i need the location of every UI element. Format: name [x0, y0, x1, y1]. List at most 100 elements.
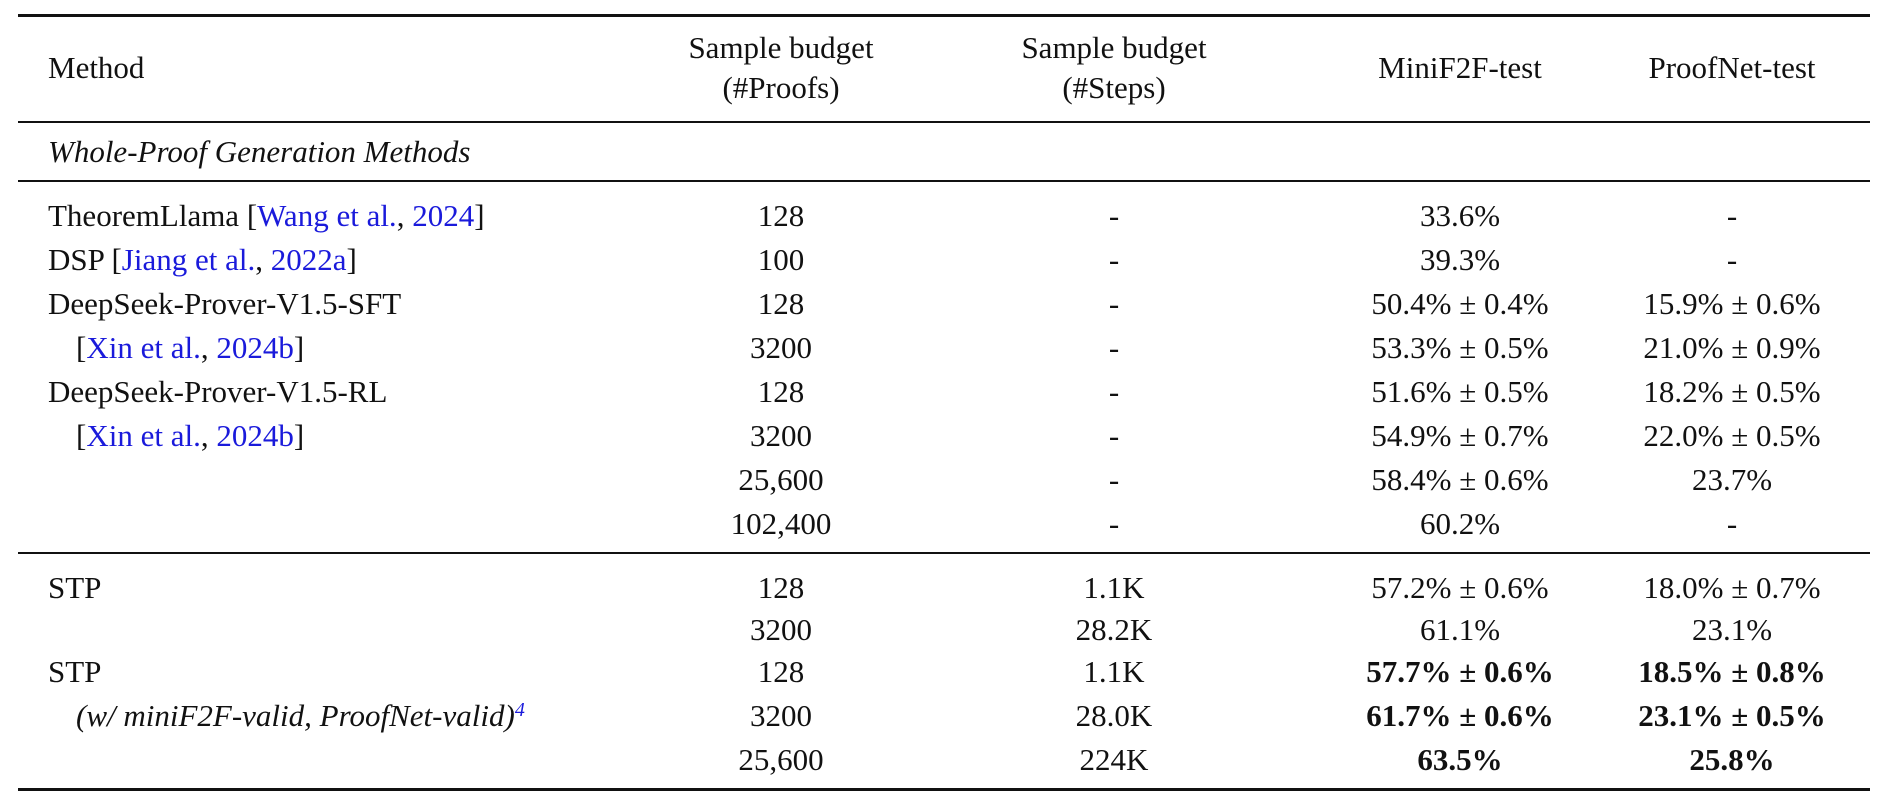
table-header: Method Sample budget (#Proofs) Sample bu…: [0, 28, 1881, 118]
header-steps-line2: (#Steps): [1062, 70, 1166, 105]
header-minif2f: MiniF2F-test: [1378, 50, 1542, 85]
table-row: TheoremLlama [Wang et al., 2024] 128 - 3…: [0, 194, 1881, 238]
proofnet-cell: -: [1726, 198, 1738, 233]
proofs-cell: 128: [757, 570, 805, 605]
steps-cell: -: [1108, 506, 1120, 541]
bottom-rule: [18, 788, 1870, 791]
header-proofs-line1: Sample budget: [688, 30, 874, 65]
section-row: Whole-Proof Generation Methods: [0, 130, 1881, 174]
proofnet-cell: 23.1%: [1691, 612, 1773, 647]
minif2f-cell: 39.3%: [1419, 242, 1501, 277]
minif2f-cell: 50.4% ± 0.4%: [1371, 286, 1549, 321]
citation-year-link[interactable]: 2024b: [216, 330, 294, 365]
proofs-cell: 128: [757, 374, 805, 409]
header-proofs-line2: (#Proofs): [722, 70, 840, 105]
table-row: 102,400 - 60.2% -: [0, 502, 1881, 546]
proofnet-cell: 18.2% ± 0.5%: [1643, 374, 1821, 409]
method-name: DeepSeek-Prover-V1.5-SFT: [48, 286, 402, 321]
table-row: 3200 28.2K 61.1% 23.1%: [0, 608, 1881, 652]
minif2f-cell: 61.1%: [1419, 612, 1501, 647]
citation-link[interactable]: Wang et al.: [257, 198, 397, 233]
proofnet-cell: 15.9% ± 0.6%: [1643, 286, 1821, 321]
proofs-cell: 3200: [750, 698, 812, 733]
method-name: STP: [48, 654, 102, 689]
method-name: STP: [48, 570, 102, 605]
proofnet-cell-best: 18.5% ± 0.8%: [1638, 654, 1826, 689]
proofs-cell: 128: [757, 198, 805, 233]
minif2f-cell-best: 61.7% ± 0.6%: [1366, 698, 1554, 733]
table-row: 25,600 - 58.4% ± 0.6% 23.7%: [0, 458, 1881, 502]
steps-cell: -: [1108, 462, 1120, 497]
table-row: [Xin et al., 2024b] 3200 - 53.3% ± 0.5% …: [0, 326, 1881, 370]
proofnet-cell: 18.0% ± 0.7%: [1643, 570, 1821, 605]
proofs-cell: 3200: [750, 612, 812, 647]
table-row: DeepSeek-Prover-V1.5-SFT 128 - 50.4% ± 0…: [0, 282, 1881, 326]
table-row: (w/ miniF2F-valid, ProofNet-valid)4 3200…: [0, 694, 1881, 738]
method-name: DeepSeek-Prover-V1.5-RL: [48, 374, 388, 409]
proofs-cell: 3200: [750, 330, 812, 365]
method-name: TheoremLlama [Wang et al., 2024]: [48, 198, 485, 233]
minif2f-cell-best: 63.5%: [1417, 742, 1503, 777]
method-citation: [Xin et al., 2024b]: [76, 330, 305, 365]
table-row: DeepSeek-Prover-V1.5-RL 128 - 51.6% ± 0.…: [0, 370, 1881, 414]
proofnet-cell-best: 25.8%: [1689, 742, 1775, 777]
proofs-cell: 128: [757, 286, 805, 321]
citation-link[interactable]: Xin et al.: [86, 418, 201, 453]
steps-cell: -: [1108, 242, 1120, 277]
citation-link[interactable]: Jiang et al.: [121, 242, 256, 277]
table-row: STP 128 1.1K 57.2% ± 0.6% 18.0% ± 0.7%: [0, 566, 1881, 610]
steps-cell: -: [1108, 374, 1120, 409]
steps-cell: 28.0K: [1075, 698, 1153, 733]
steps-cell: -: [1108, 286, 1120, 321]
steps-cell: 1.1K: [1083, 654, 1145, 689]
steps-cell: 224K: [1079, 742, 1149, 777]
stp-rule: [18, 552, 1870, 554]
proofnet-cell: 23.7%: [1691, 462, 1773, 497]
minif2f-cell: 33.6%: [1419, 198, 1501, 233]
citation-link[interactable]: Xin et al.: [86, 330, 201, 365]
proofs-cell: 3200: [750, 418, 812, 453]
minif2f-cell: 58.4% ± 0.6%: [1371, 462, 1549, 497]
top-rule: [18, 14, 1870, 17]
section-title: Whole-Proof Generation Methods: [48, 134, 471, 169]
citation-year-link[interactable]: 2024b: [216, 418, 294, 453]
header-proofs: Sample budget (#Proofs): [688, 28, 873, 108]
section-rule: [18, 180, 1870, 182]
proofnet-cell: -: [1726, 242, 1738, 277]
method-name: DSP [Jiang et al., 2022a]: [48, 242, 357, 277]
method-variant: (w/ miniF2F-valid, ProofNet-valid)4: [76, 698, 525, 733]
table-row: STP 128 1.1K 57.7% ± 0.6% 18.5% ± 0.8%: [0, 650, 1881, 694]
footnote-link[interactable]: 4: [514, 699, 525, 721]
proofnet-cell: -: [1726, 506, 1738, 541]
citation-year-link[interactable]: 2022a: [270, 242, 347, 277]
steps-cell: 28.2K: [1075, 612, 1153, 647]
minif2f-cell: 54.9% ± 0.7%: [1371, 418, 1549, 453]
table-row: [Xin et al., 2024b] 3200 - 54.9% ± 0.7% …: [0, 414, 1881, 458]
minif2f-cell: 60.2%: [1419, 506, 1501, 541]
header-method: Method: [48, 50, 145, 85]
minif2f-cell-best: 57.7% ± 0.6%: [1366, 654, 1554, 689]
header-steps-line1: Sample budget: [1021, 30, 1207, 65]
method-citation: [Xin et al., 2024b]: [76, 418, 305, 453]
minif2f-cell: 57.2% ± 0.6%: [1371, 570, 1549, 605]
minif2f-cell: 51.6% ± 0.5%: [1371, 374, 1549, 409]
header-proofnet: ProofNet-test: [1648, 50, 1816, 85]
proofs-cell: 128: [757, 654, 805, 689]
minif2f-cell: 53.3% ± 0.5%: [1371, 330, 1549, 365]
table-row: 25,600 224K 63.5% 25.8%: [0, 738, 1881, 782]
header-rule: [18, 121, 1870, 123]
proofs-cell: 25,600: [738, 462, 824, 497]
proofs-cell: 102,400: [730, 506, 832, 541]
proofnet-cell-best: 23.1% ± 0.5%: [1638, 698, 1826, 733]
table-row: DSP [Jiang et al., 2022a] 100 - 39.3% -: [0, 238, 1881, 282]
steps-cell: -: [1108, 418, 1120, 453]
proofs-cell: 25,600: [738, 742, 824, 777]
proofnet-cell: 22.0% ± 0.5%: [1643, 418, 1821, 453]
citation-year-link[interactable]: 2024: [412, 198, 475, 233]
steps-cell: -: [1108, 198, 1120, 233]
steps-cell: 1.1K: [1083, 570, 1145, 605]
steps-cell: -: [1108, 330, 1120, 365]
header-steps: Sample budget (#Steps): [1021, 28, 1206, 108]
proofs-cell: 100: [757, 242, 805, 277]
